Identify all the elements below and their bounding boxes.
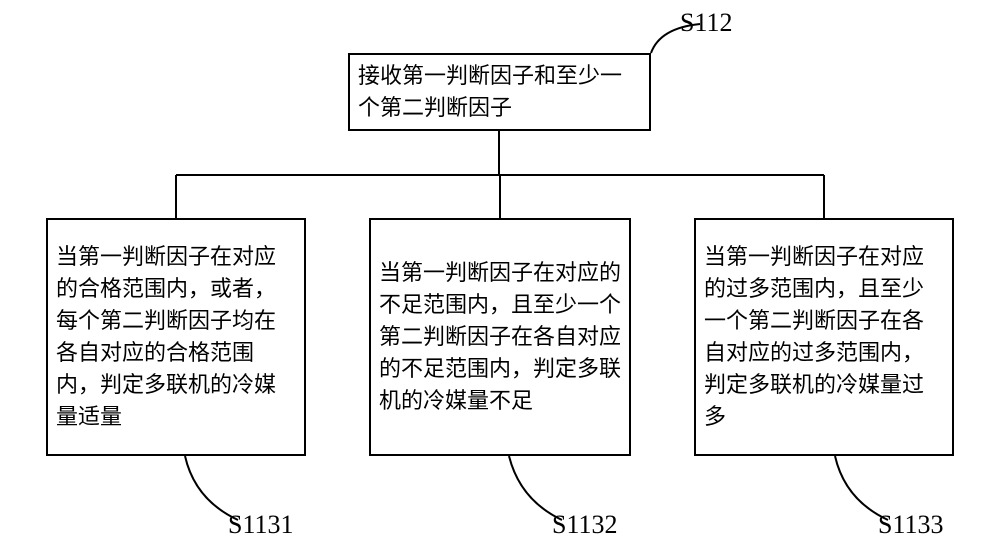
- label-s1132: S1132: [552, 510, 618, 540]
- node-s112-text: 接收第一判断因子和至少一个第二判断因子: [358, 60, 641, 124]
- label-s112: S112: [680, 8, 733, 38]
- node-s112: 接收第一判断因子和至少一个第二判断因子: [348, 53, 651, 131]
- label-s1133: S1133: [878, 510, 944, 540]
- node-s1132-text: 当第一判断因子在对应的不足范围内，且至少一个第二判断因子在各自对应的不足范围内，…: [379, 257, 621, 416]
- node-s1133: 当第一判断因子在对应的过多范围内，且至少一个第二判断因子在各自对应的过多范围内，…: [694, 218, 954, 456]
- node-s1131-text: 当第一判断因子在对应的合格范围内，或者，每个第二判断因子均在各自对应的合格范围内…: [56, 241, 296, 432]
- node-s1131: 当第一判断因子在对应的合格范围内，或者，每个第二判断因子均在各自对应的合格范围内…: [46, 218, 306, 456]
- node-s1133-text: 当第一判断因子在对应的过多范围内，且至少一个第二判断因子在各自对应的过多范围内，…: [704, 241, 944, 432]
- label-s1131: S1131: [228, 510, 294, 540]
- flowchart-canvas: 接收第一判断因子和至少一个第二判断因子 当第一判断因子在对应的合格范围内，或者，…: [0, 0, 1000, 552]
- node-s1132: 当第一判断因子在对应的不足范围内，且至少一个第二判断因子在各自对应的不足范围内，…: [369, 218, 631, 456]
